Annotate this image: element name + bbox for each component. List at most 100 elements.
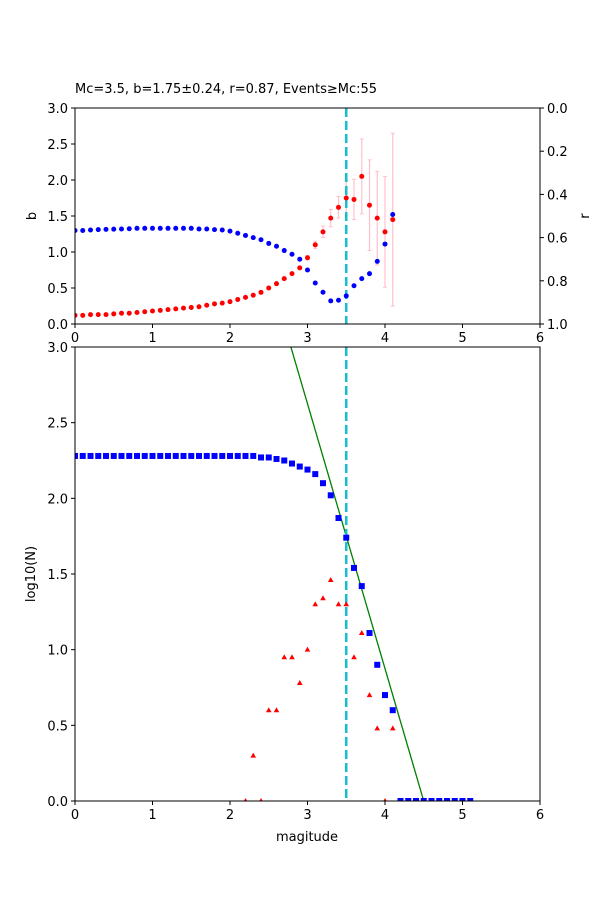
b-value-point — [212, 301, 217, 307]
cumulative-point — [312, 471, 319, 478]
cumulative-point — [203, 452, 210, 459]
right-y-tick-label: 0.8 — [547, 275, 568, 290]
b-value-point — [219, 300, 225, 306]
x-tick-label: 4 — [381, 331, 389, 346]
x-tick-label: 5 — [458, 808, 466, 823]
y-tick-label: 0.5 — [47, 719, 68, 734]
r-value-point — [126, 226, 132, 232]
b-value-point — [320, 229, 326, 235]
b-value-point — [235, 297, 241, 303]
b-value-point — [289, 271, 295, 277]
top-y-label: b — [25, 212, 40, 220]
cumulative-point — [281, 457, 288, 464]
noncumulative-point — [281, 654, 288, 660]
top-right-y-label: r — [578, 213, 593, 219]
cumulative-point — [335, 515, 342, 522]
cumulative-point — [227, 452, 233, 459]
cumulative-point — [95, 452, 102, 459]
r-value-point — [258, 237, 264, 243]
r-value-point — [235, 230, 241, 236]
noncumulative-point — [389, 725, 396, 731]
r-value-point — [157, 225, 163, 231]
noncumulative-point — [374, 725, 381, 731]
r-value-point — [274, 243, 279, 249]
b-value-point — [343, 195, 349, 201]
cumulative-point — [180, 452, 187, 459]
r-value-point — [119, 226, 124, 232]
r-value-point — [80, 227, 86, 233]
r-value-point — [212, 227, 217, 233]
cumulative-point — [420, 798, 427, 801]
r-value-point — [204, 226, 210, 232]
right-y-tick-label: 1.0 — [547, 318, 568, 333]
y-tick-label: 3.0 — [47, 341, 68, 356]
y-tick-label: 3.0 — [47, 102, 68, 117]
r-value-point — [219, 227, 225, 233]
r-value-point — [367, 271, 372, 277]
cumulative-point — [157, 452, 164, 459]
cumulative-point — [188, 452, 195, 459]
r-value-point — [181, 225, 186, 231]
cumulative-point — [366, 630, 373, 637]
r-value-point — [312, 280, 318, 286]
cumulative-point — [343, 534, 350, 541]
b-value-point — [204, 302, 210, 308]
cumulative-point — [351, 564, 357, 571]
cumulative-point — [165, 452, 171, 459]
cumulative-point — [296, 463, 303, 470]
noncumulative-point — [273, 707, 280, 713]
cumulative-point — [126, 452, 133, 459]
cumulative-point — [219, 452, 226, 459]
cumulative-point — [234, 452, 241, 459]
noncumulative-point — [289, 654, 295, 660]
r-value-point — [196, 226, 202, 232]
r-value-point — [134, 225, 140, 231]
r-value-point — [165, 225, 171, 231]
cumulative-point — [304, 466, 311, 473]
r-value-point — [297, 256, 303, 262]
b-value-point — [351, 196, 357, 202]
cumulative-point — [397, 798, 404, 801]
y-tick-label: 2.5 — [47, 138, 68, 153]
noncumulative-point — [351, 654, 357, 660]
r-value-point — [95, 227, 101, 233]
b-value-point — [250, 292, 256, 298]
b-value-point — [181, 305, 186, 311]
noncumulative-point — [366, 692, 373, 698]
cumulative-point — [134, 452, 140, 459]
b-value-point — [75, 312, 78, 318]
cumulative-point — [320, 480, 326, 487]
r-value-point — [150, 225, 155, 231]
b-value-point — [157, 307, 163, 313]
b-value-point — [150, 308, 155, 314]
noncumulative-point — [383, 798, 387, 801]
b-value-point — [111, 311, 117, 317]
r-value-point — [390, 211, 396, 217]
y-tick-label: 1.5 — [47, 210, 68, 225]
cumulative-point — [110, 452, 117, 459]
r-value-point — [243, 232, 248, 238]
cumulative-point — [75, 452, 78, 459]
r-value-point — [281, 248, 287, 254]
cumulative-point — [413, 798, 419, 801]
noncumulative-point — [304, 646, 311, 652]
r-value-point — [328, 298, 334, 304]
b-value-point — [95, 312, 101, 318]
cumulative-point — [405, 798, 412, 801]
right-y-tick-label: 0.6 — [547, 232, 568, 247]
right-y-tick-label: 0.2 — [547, 145, 568, 160]
cumulative-point — [265, 454, 272, 461]
axes-frame — [74, 107, 541, 325]
cumulative-point — [258, 454, 264, 461]
r-value-point — [289, 251, 295, 257]
r-value-point — [336, 297, 341, 303]
noncumulative-point — [327, 577, 334, 583]
x-tick-label: 5 — [458, 331, 466, 346]
r-value-point — [188, 225, 194, 231]
plot-area — [75, 108, 396, 324]
cumulative-point — [118, 452, 125, 459]
b-value-point — [142, 309, 148, 315]
cumulative-point — [87, 452, 94, 459]
